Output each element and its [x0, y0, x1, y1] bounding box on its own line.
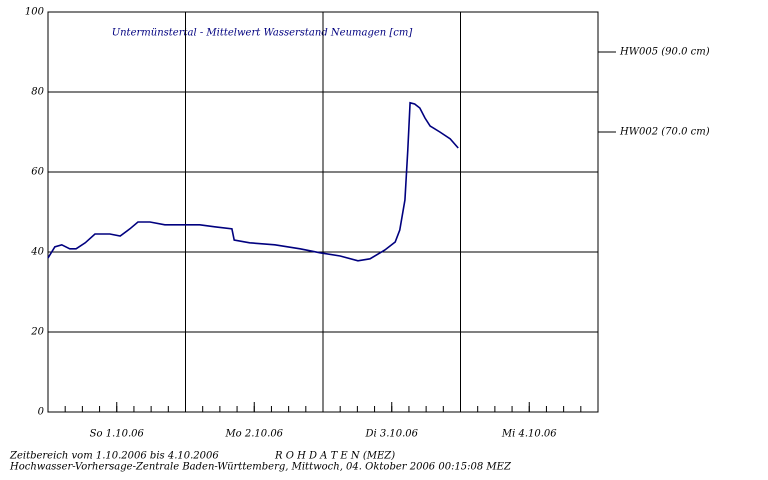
threshold-label: HW005 (90.0 cm) — [619, 47, 710, 58]
chart-title: Untermünstertal - Mittelwert Wasserstand… — [112, 28, 413, 39]
x-tick-label: Mi 4.10.06 — [501, 429, 557, 440]
threshold-label: HW002 (70.0 cm) — [619, 127, 710, 138]
footer-range: Zeitbereich vom 1.10.2006 bis 4.10.2006 — [9, 451, 219, 462]
data-line — [47, 101, 459, 262]
y-tick-label: 0 — [38, 407, 45, 418]
footer-source: Hochwasser-Vorhersage-Zentrale Baden-Wür… — [9, 462, 512, 473]
x-tick-label: Di 3.10.06 — [364, 429, 418, 440]
x-tick-label: Mo 2.10.06 — [224, 429, 283, 440]
y-tick-label: 40 — [30, 247, 44, 258]
footer-mode: R O H D A T E N (MEZ) — [274, 451, 395, 462]
y-tick-label: 20 — [30, 327, 44, 338]
y-tick-label: 60 — [31, 167, 44, 178]
y-tick-label: 80 — [31, 87, 44, 98]
y-tick-label: 100 — [25, 7, 45, 18]
x-tick-label: So 1.10.06 — [90, 429, 145, 440]
